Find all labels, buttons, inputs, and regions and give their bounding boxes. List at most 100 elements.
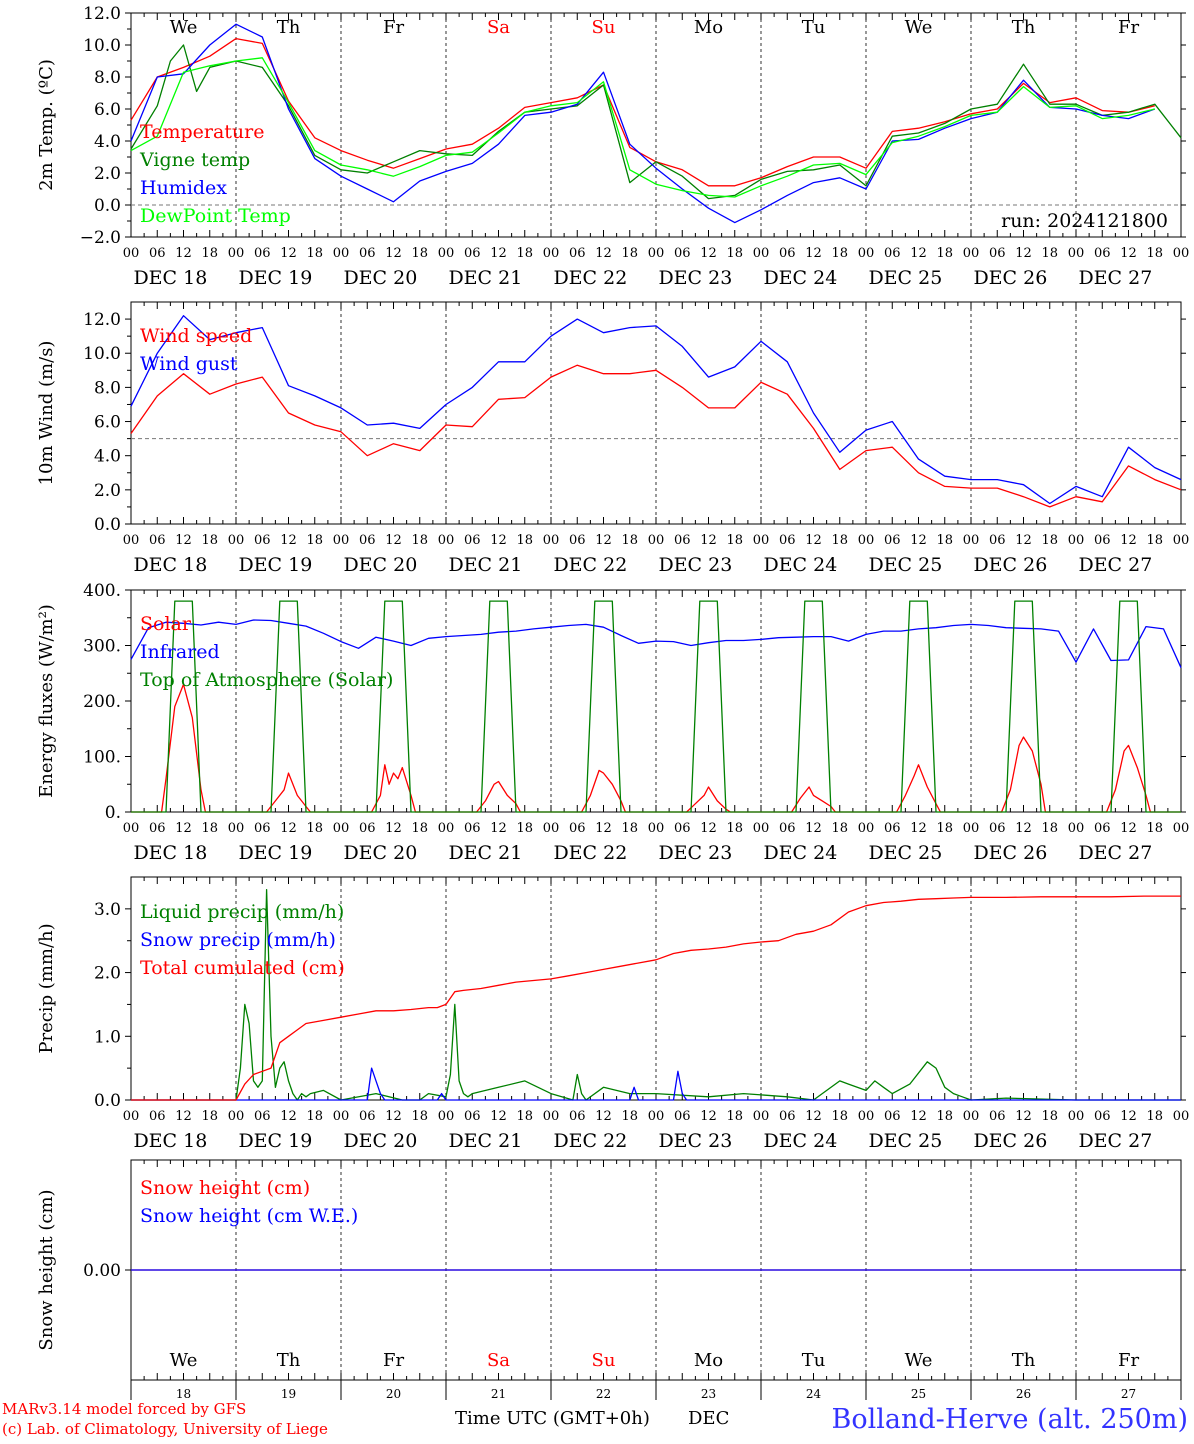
legend-entry: Solar xyxy=(140,613,192,635)
legend-entry: Snow height (cm W.E.) xyxy=(140,1205,358,1227)
y-tick-label: 2.0 xyxy=(94,964,121,984)
x-hour-label: 18 xyxy=(306,246,323,261)
x-hour-label: 12 xyxy=(280,246,297,261)
x-hour-label: 00 xyxy=(1068,1109,1085,1124)
x-hour-label: 06 xyxy=(359,1109,376,1124)
x-hour-label: 18 xyxy=(1146,533,1163,548)
x-hour-label: 18 xyxy=(1041,1109,1058,1124)
series-line-wind-gust xyxy=(130,315,1182,505)
x-hour-label: 00 xyxy=(333,821,350,836)
series-line-vigne-temp xyxy=(130,44,1182,200)
x-date-label: DEC 23 xyxy=(658,842,732,864)
y-axis-label: Precip (mm/h) xyxy=(36,923,57,1053)
y-tick-label: 3.0 xyxy=(94,900,121,920)
x-date-label: DEC 24 xyxy=(763,554,837,576)
x-hour-label: 06 xyxy=(149,821,166,836)
series-line-dewpoint-temp xyxy=(130,57,1155,198)
y-tick-label: 12.0 xyxy=(83,4,121,24)
x-hour-label: 06 xyxy=(359,246,376,261)
x-hour-label: 06 xyxy=(359,533,376,548)
x-hour-label: 12 xyxy=(1015,1109,1032,1124)
x-hour-label: 06 xyxy=(989,533,1006,548)
x-hour-label: 00 xyxy=(228,1109,245,1124)
day-number: 25 xyxy=(911,1387,926,1401)
x-date-label: DEC 20 xyxy=(343,1130,417,1152)
x-hour-label: 18 xyxy=(1146,246,1163,261)
weekday-label: Su xyxy=(592,17,616,38)
x-hour-label: 06 xyxy=(1094,1109,1111,1124)
x-date-label: DEC 18 xyxy=(133,554,207,576)
x-hour-label: 06 xyxy=(569,246,586,261)
x-hour-label: 00 xyxy=(438,821,455,836)
x-hour-label: 12 xyxy=(805,1109,822,1124)
x-hour-label: 12 xyxy=(805,821,822,836)
x-hour-label: 00 xyxy=(543,821,560,836)
x-hour-label: 00 xyxy=(648,246,665,261)
x-hour-label: 06 xyxy=(359,821,376,836)
x-hour-label: 18 xyxy=(1041,533,1058,548)
y-tick-label: 0.0 xyxy=(94,515,121,535)
y-tick-label: 300. xyxy=(83,637,121,657)
day-number: 20 xyxy=(386,1387,401,1401)
weekday-label: We xyxy=(170,1350,198,1371)
y-tick-label: 8.0 xyxy=(94,68,121,88)
x-date-label: DEC 21 xyxy=(448,842,522,864)
day-number: 19 xyxy=(281,1387,296,1401)
x-hour-label: 06 xyxy=(464,533,481,548)
x-hour-label: 06 xyxy=(569,1109,586,1124)
x-hour-label: 12 xyxy=(595,821,612,836)
series-line-temperature xyxy=(130,37,1155,187)
x-hour-label: 00 xyxy=(123,533,140,548)
x-date-label: DEC 21 xyxy=(448,554,522,576)
x-date-label: DEC 21 xyxy=(448,267,522,289)
x-hour-label: 00 xyxy=(963,1109,980,1124)
x-hour-label: 00 xyxy=(753,246,770,261)
x-hour-label: 18 xyxy=(201,1109,218,1124)
x-hour-label: 00 xyxy=(1173,533,1190,548)
x-hour-label: 12 xyxy=(175,246,192,261)
x-hour-label: 12 xyxy=(175,533,192,548)
x-hour-label: 12 xyxy=(1120,821,1137,836)
legend-entry: DewPoint Temp xyxy=(140,205,291,227)
x-hour-label: 12 xyxy=(595,1109,612,1124)
x-hour-label: 06 xyxy=(989,821,1006,836)
y-tick-label: 2.0 xyxy=(94,481,121,501)
y-tick-label: −2.0 xyxy=(80,228,121,248)
x-hour-label: 06 xyxy=(149,533,166,548)
x-hour-label: 12 xyxy=(490,533,507,548)
weekday-label: Th xyxy=(277,1350,301,1371)
x-date-label: DEC 23 xyxy=(658,267,732,289)
x-hour-label: 18 xyxy=(726,246,743,261)
weekday-label: Su xyxy=(592,1350,616,1371)
x-hour-label: 00 xyxy=(438,533,455,548)
y-tick-label: 1.0 xyxy=(94,1027,121,1047)
x-date-label: DEC 19 xyxy=(238,842,312,864)
x-date-label: DEC 23 xyxy=(658,554,732,576)
x-date-label: DEC 27 xyxy=(1078,1130,1152,1152)
day-number: 24 xyxy=(806,1387,822,1401)
series-line-total-cumulated-cm xyxy=(131,895,1181,1101)
plot-frame xyxy=(130,12,1182,238)
legend-entry: Infrared xyxy=(140,641,220,663)
x-hour-label: 00 xyxy=(543,533,560,548)
x-hour-label: 06 xyxy=(569,821,586,836)
x-hour-label: 06 xyxy=(149,246,166,261)
x-hour-label: 18 xyxy=(516,1109,533,1124)
x-hour-label: 18 xyxy=(1146,1109,1163,1124)
x-hour-label: 06 xyxy=(674,821,691,836)
x-hour-label: 00 xyxy=(963,246,980,261)
x-date-label: DEC 22 xyxy=(553,267,627,289)
y-tick-label: 12.0 xyxy=(83,310,121,330)
x-date-label: DEC 25 xyxy=(868,1130,942,1152)
legend-entry: Total cumulated (cm) xyxy=(140,957,345,979)
x-hour-label: 18 xyxy=(1041,246,1058,261)
day-number: 27 xyxy=(1121,1387,1136,1401)
x-hour-label: 12 xyxy=(595,533,612,548)
x-hour-label: 18 xyxy=(831,821,848,836)
x-hour-label: 00 xyxy=(333,533,350,548)
x-date-label: DEC 23 xyxy=(658,1130,732,1152)
model-credit: MARv3.14 model forced by GFS xyxy=(2,1400,246,1418)
day-number: 18 xyxy=(176,1387,191,1401)
x-hour-label: 18 xyxy=(201,246,218,261)
x-hour-label: 06 xyxy=(779,246,796,261)
